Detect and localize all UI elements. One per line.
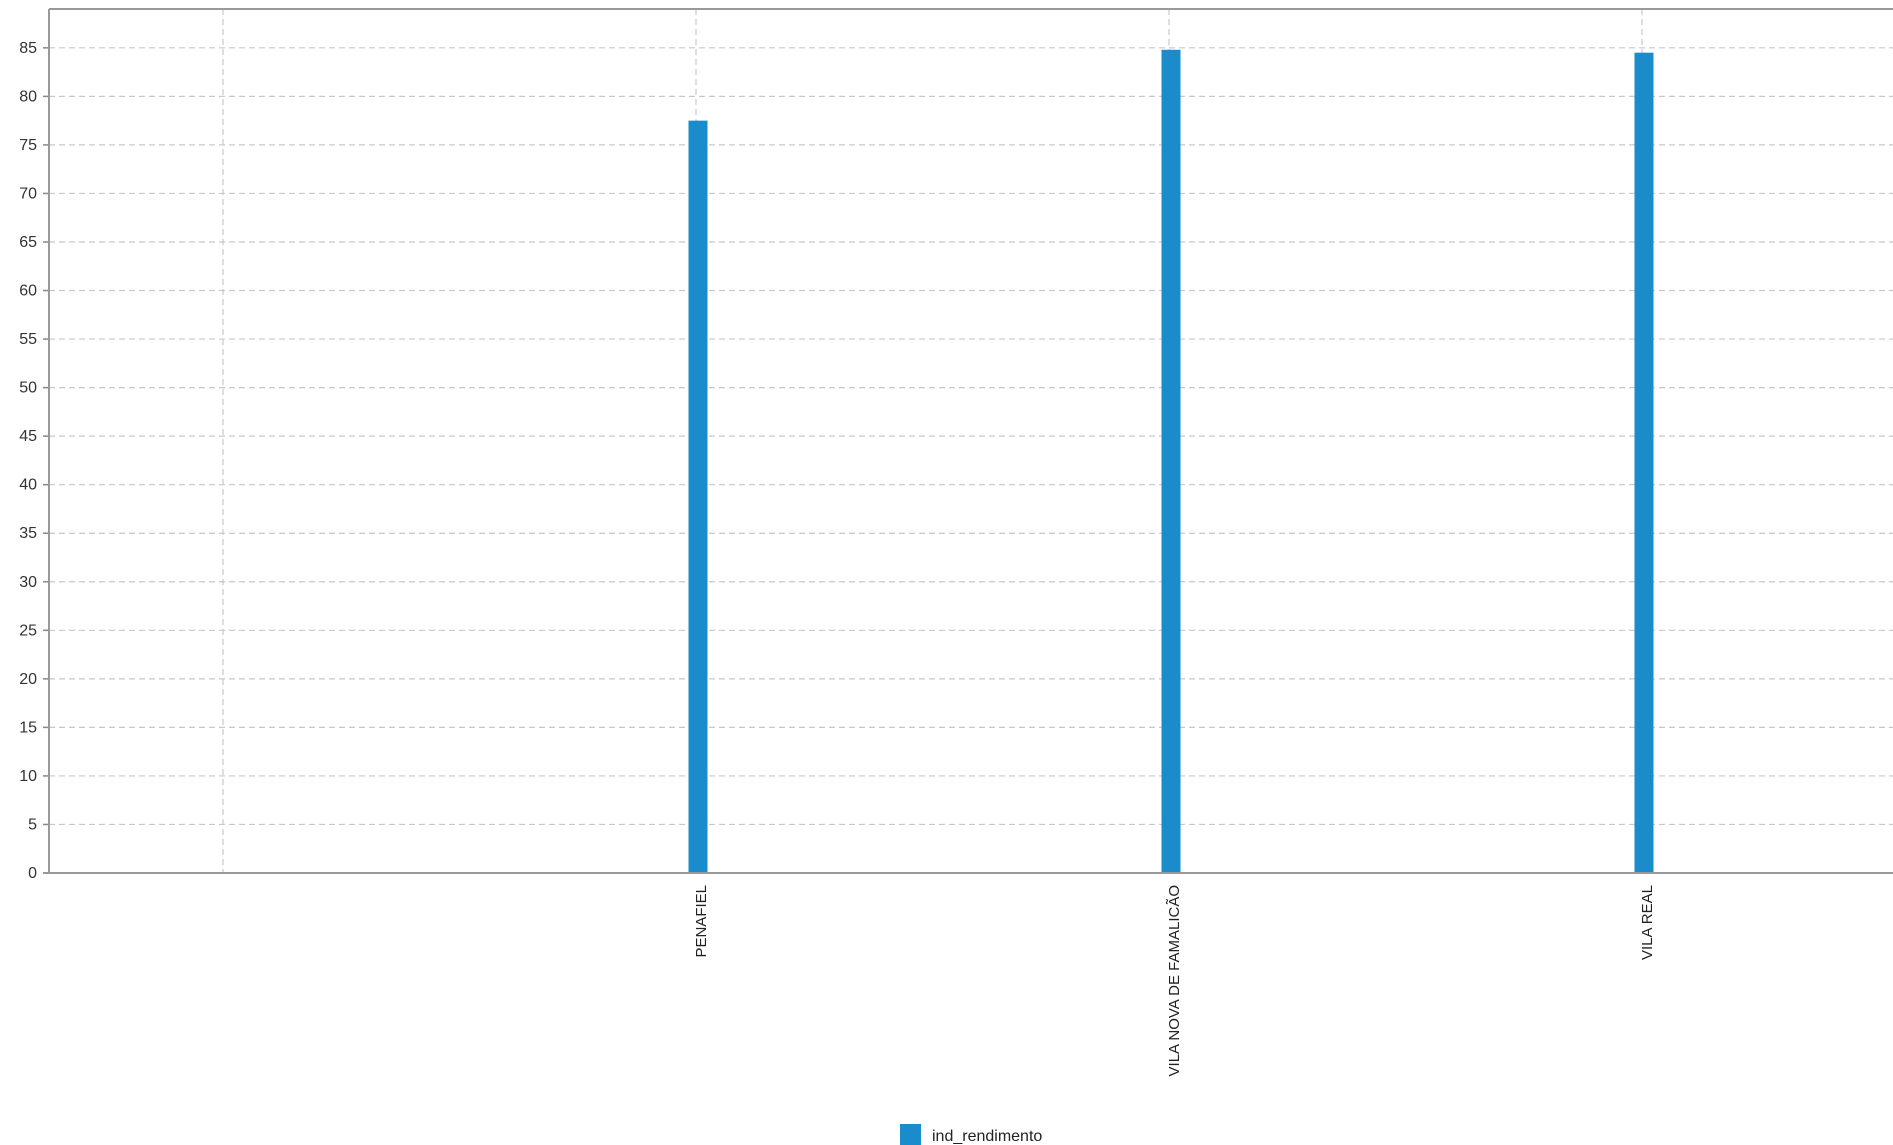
y-tick-label: 0: [28, 865, 37, 882]
x-category-label: PENAFIEL: [693, 885, 710, 958]
legend-swatch: [900, 1124, 921, 1145]
bar[interactable]: [688, 120, 708, 874]
y-tick-label: 5: [28, 816, 37, 833]
y-tick-label: 50: [19, 380, 37, 397]
y-tick-label: 35: [19, 525, 37, 542]
y-tick-label: 85: [19, 40, 37, 57]
y-tick-label: 40: [19, 477, 37, 494]
y-tick-label: 70: [19, 185, 37, 202]
x-category-label: VILA REAL: [1639, 885, 1656, 960]
legend-label: ind_rendimento: [932, 1128, 1042, 1145]
y-tick-labels: 0 5 10 15 20 25 30 35 40 45 50 55 60 65 70 75 80 85: [19, 40, 37, 882]
y-tick-label: 20: [19, 671, 37, 688]
y-tick-label: 60: [19, 283, 37, 300]
y-tick-label: 55: [19, 331, 37, 348]
bars: [688, 49, 1654, 874]
bar[interactable]: [1161, 49, 1181, 874]
y-tick-label: 25: [19, 622, 37, 639]
y-tick-label: 80: [19, 88, 37, 105]
y-tick-label: 45: [19, 428, 37, 445]
y-tick-label: 15: [19, 719, 37, 736]
axes: [43, 8, 1893, 874]
bar[interactable]: [1634, 52, 1654, 873]
x-category-label: VILA NOVA DE FAMALICÃO: [1166, 885, 1183, 1076]
y-tick-label: 75: [19, 137, 37, 154]
grid-lines: [49, 9, 1893, 873]
x-category-labels: PENAFIEL VILA NOVA DE FAMALICÃO VILA REAL: [693, 885, 1656, 1076]
y-tick-label: 30: [19, 574, 37, 591]
legend[interactable]: ind_rendimento: [900, 1124, 1042, 1145]
y-tick-label: 10: [19, 768, 37, 785]
y-tick-label: 65: [19, 234, 37, 251]
